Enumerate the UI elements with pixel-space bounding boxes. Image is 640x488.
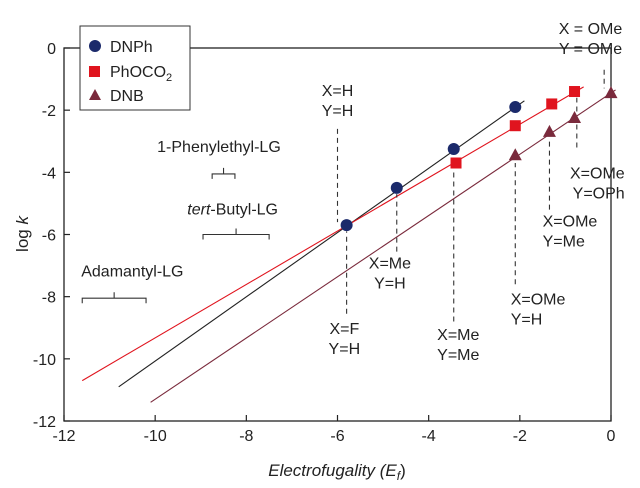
x-axis-label: Electrofugality (Ef) [268, 461, 406, 483]
annotation-label: Adamantyl-LG [81, 263, 183, 280]
data-point-circle [447, 143, 460, 156]
y-tick-label: -2 [42, 103, 56, 120]
legend-label-dnph: DNPh [110, 39, 153, 56]
annotation-text-part: X=OMe [543, 214, 598, 231]
annotation-text-part: Y=Me [437, 347, 479, 364]
data-point-triangle [542, 124, 556, 137]
annotation-bracket [211, 167, 236, 179]
data-point-circle [340, 219, 353, 232]
y-tick-label: -10 [33, 352, 56, 369]
annotation-label: X=Me [437, 327, 479, 344]
annotation-bracket [202, 228, 270, 240]
annotation-text-part: Y=H [322, 103, 354, 120]
annotation-label: X=OMe [543, 214, 598, 231]
annotation-text-part: X=OMe [570, 166, 625, 183]
data-point-triangle [604, 86, 618, 99]
annotation-label: Y=OPh [573, 186, 625, 203]
annotation-label: X=OMe [511, 291, 566, 308]
data-point-circle [509, 101, 522, 114]
annotation-label: Y=H [329, 341, 361, 358]
annotation-label: X=H [322, 83, 354, 100]
data-point-triangle [568, 110, 582, 123]
annotation-text-part: 1-Phenylethyl-LG [157, 139, 281, 156]
x-tick-label: -2 [513, 428, 527, 445]
annotation-label: Y=Me [437, 347, 479, 364]
x-tick-label: 0 [607, 428, 616, 445]
annotation-label: Y=Me [543, 234, 585, 251]
annotation-label: Y=H [511, 311, 543, 328]
legend: DNPh PhOCO2 DNB [79, 25, 191, 111]
annotation-text-part: Y=H [511, 311, 543, 328]
annotation-label: X = OMe [559, 21, 623, 38]
annotation-label: Y=H [374, 276, 406, 293]
annotation-text-part: Y = OMe [559, 41, 622, 58]
annotation-label: tert-Butyl-LG [187, 201, 278, 218]
annotation-text-part: X=Me [437, 327, 479, 344]
annotation-text-part: Y=H [374, 276, 406, 293]
annotation-label: X=F [329, 321, 359, 338]
annotation-text-part: X=H [322, 83, 354, 100]
leader-lines [81, 69, 605, 322]
annotation-text-part: X=OMe [511, 291, 566, 308]
axis-ticks: -12 -10 -8 -6 -4 -2 0 0 -2 -4 -6 -8 -10 -12 [33, 41, 616, 445]
annotation-label: X=OMe [570, 166, 625, 183]
legend-marker-dnph [89, 40, 101, 52]
x-tick-label: -10 [144, 428, 167, 445]
x-tick-label: -8 [239, 428, 253, 445]
x-tick-label: -4 [422, 428, 436, 445]
data-point-circle [390, 181, 403, 194]
data-points [340, 86, 618, 232]
data-point-square [546, 98, 558, 110]
x-tick-label: -6 [330, 428, 344, 445]
annotation-text-part: X = OMe [559, 21, 623, 38]
data-point-triangle [508, 148, 522, 161]
legend-label-phoco2: PhOCO2 [110, 64, 172, 84]
annotation-label: Y=H [322, 103, 354, 120]
annotations: X=H Y=H X = OMe Y = OMe X=OMe Y=OPh X=OMe Y=Me X… [81, 21, 625, 364]
annotation-label: 1-Phenylethyl-LG [157, 139, 281, 156]
fit-line-series-2 [150, 89, 616, 403]
y-tick-label: 0 [47, 41, 56, 58]
data-point-square [569, 86, 581, 98]
y-tick-label: -6 [42, 228, 56, 245]
legend-marker-dnb [89, 89, 101, 100]
annotation-text-part: Y=OPh [573, 186, 625, 203]
fit-line-series-1 [81, 86, 584, 382]
data-point-square [509, 120, 521, 132]
data-point-square [450, 157, 462, 169]
y-tick-label: -12 [33, 414, 56, 431]
legend-label-dnb: DNB [110, 88, 144, 105]
y-tick-label: -4 [42, 165, 56, 182]
annotation-label: Y = OMe [559, 41, 622, 58]
annotation-text-part: X=Me [369, 256, 411, 273]
annotation-label: X=Me [369, 256, 411, 273]
annotation-text-part: Y=Me [543, 234, 585, 251]
annotation-text-part: -Butyl-LG [210, 201, 278, 218]
y-axis-label: log k [13, 215, 32, 252]
y-tick-label: -8 [42, 290, 56, 307]
annotation-italic-part: tert [187, 201, 211, 218]
annotation-text-part: Y=H [329, 341, 361, 358]
legend-marker-phoco2 [89, 66, 100, 77]
x-tick-label: -12 [52, 428, 75, 445]
annotation-bracket [81, 292, 147, 304]
annotation-text-part: Adamantyl-LG [81, 263, 183, 280]
annotation-text-part: X=F [329, 321, 359, 338]
